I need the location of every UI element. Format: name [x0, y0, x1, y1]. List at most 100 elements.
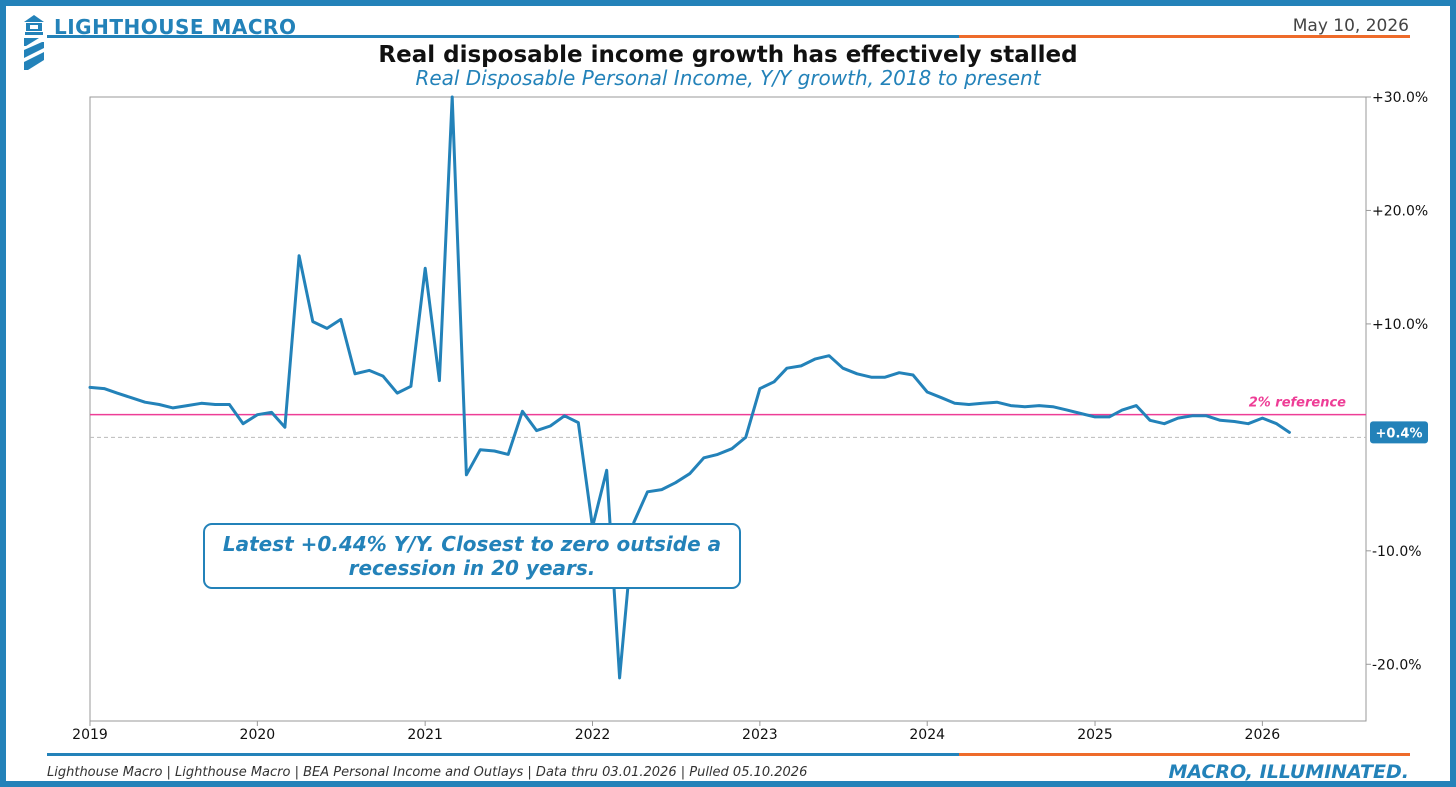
data-point [785, 367, 789, 370]
brand-logo [22, 14, 46, 74]
data-point [1247, 422, 1250, 425]
data-point [898, 371, 901, 374]
data-point [396, 391, 399, 395]
data-point [1051, 405, 1055, 408]
data-point [256, 413, 259, 416]
data-point [577, 421, 580, 424]
data-point [995, 401, 999, 404]
header-rule-orange [959, 35, 1410, 38]
chart-title: Real disposable income growth has effect… [378, 42, 1078, 68]
data-point [200, 402, 203, 405]
data-point [563, 414, 566, 417]
annotation-callout: Latest +0.44% Y/Y. Closest to zero outsi… [203, 523, 741, 589]
data-point [1079, 412, 1083, 415]
y-tick-label: +10.0% [1372, 317, 1428, 333]
data-point [981, 402, 984, 405]
data-point [716, 453, 719, 456]
data-point [758, 387, 762, 390]
data-point [967, 403, 971, 406]
data-point [438, 379, 441, 382]
latest-badge [1370, 421, 1428, 444]
data-point [827, 354, 831, 357]
reference-label: 2% reference [1249, 396, 1346, 411]
x-tick-label: 2026 [1245, 727, 1281, 743]
data-point [841, 367, 845, 370]
data-point [953, 402, 956, 405]
data-point [1037, 404, 1041, 407]
footer-rule-orange [959, 753, 1410, 756]
data-point [1093, 415, 1097, 419]
data-point [549, 424, 552, 428]
data-point [1120, 408, 1124, 412]
data-point [507, 453, 510, 456]
data-point [1176, 416, 1180, 420]
data-point [521, 410, 524, 413]
data-point [88, 386, 92, 389]
data-point [688, 472, 691, 475]
data-point [130, 396, 133, 399]
data-point [409, 385, 413, 388]
data-point [368, 369, 371, 372]
data-point [660, 488, 663, 491]
data-point [702, 456, 706, 459]
data-point [103, 387, 106, 390]
data-point [870, 376, 873, 379]
data-point [1219, 419, 1222, 422]
data-point [1108, 415, 1111, 419]
y-tick-label: +20.0% [1372, 203, 1428, 219]
data-point [855, 372, 859, 375]
data-point [883, 376, 887, 379]
data-point [311, 320, 314, 323]
data-point [115, 391, 119, 395]
data-point [493, 449, 496, 453]
data-point [535, 429, 538, 432]
data-point [940, 396, 943, 399]
tagline: MACRO, ILLUMINATED. [1168, 761, 1409, 783]
series-line [88, 95, 1291, 680]
x-tick-label: 2023 [742, 727, 778, 743]
data-point [479, 448, 482, 451]
x-tick-label: 2022 [575, 727, 611, 743]
data-point [451, 95, 454, 99]
data-point [465, 473, 468, 476]
chart-subtitle: Real Disposable Personal Income, Y/Y gro… [415, 66, 1041, 90]
data-point [325, 327, 329, 330]
lighthouse-icon [24, 15, 44, 70]
data-point [1261, 416, 1264, 420]
plot-area [89, 96, 1367, 722]
data-point [143, 401, 147, 404]
x-tick-label: 2021 [407, 727, 443, 743]
data-point [1233, 420, 1236, 423]
data-point [1135, 404, 1138, 407]
data-point [228, 403, 231, 406]
data-point [1163, 422, 1166, 425]
data-point [813, 357, 817, 361]
x-tick-label: 2019 [72, 727, 108, 743]
latest-badge-label: +0.4% [1376, 426, 1423, 441]
data-point [1009, 404, 1012, 407]
data-point [270, 411, 273, 414]
y-tick-label: -20.0% [1372, 657, 1422, 673]
data-point [186, 404, 189, 407]
data-point [1065, 408, 1069, 412]
data-point [339, 318, 342, 321]
data-point [353, 372, 357, 375]
header-rule-blue [47, 35, 959, 38]
data-point [171, 406, 175, 410]
data-point [297, 254, 301, 257]
y-tick-label: -10.0% [1372, 544, 1422, 560]
data-point [381, 374, 385, 378]
x-tick-label: 2024 [909, 727, 945, 743]
data-point [605, 469, 608, 472]
data-point [214, 403, 217, 406]
y-tick-label: +30.0% [1372, 90, 1428, 106]
data-point [283, 426, 287, 429]
footer-rule-blue [47, 753, 959, 756]
data-point [744, 436, 747, 439]
data-point [1288, 431, 1291, 434]
source-note: Lighthouse Macro | Lighthouse Macro | BE… [47, 765, 808, 780]
data-point [911, 373, 915, 377]
data-point [1023, 405, 1027, 408]
x-tick-label: 2020 [240, 727, 276, 743]
